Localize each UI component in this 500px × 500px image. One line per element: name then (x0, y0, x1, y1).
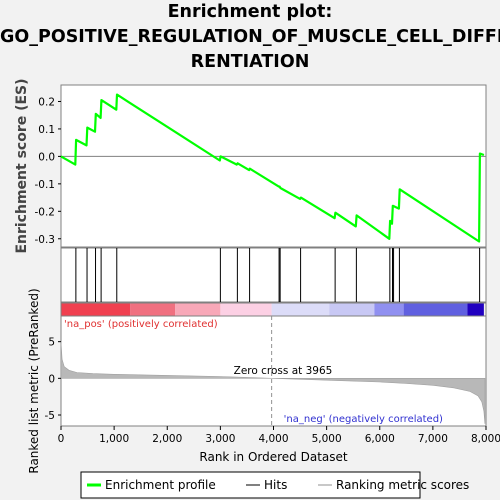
metric-y-tick-label: 0 (48, 373, 55, 385)
metric-y-tick-label: 5 (48, 337, 55, 349)
title-line-3: RENTIATION (190, 52, 310, 72)
x-tick-label: 8,000 (471, 433, 500, 445)
color-bar-segment (220, 303, 272, 316)
title-line-1: Enrichment plot: (167, 2, 333, 22)
x-tick-label: 3,000 (205, 433, 235, 445)
es-panel: -0.3 -0.2 -0.1 0.0 0.1 0.2 Enrichment score (E… (14, 78, 487, 254)
metric-plot-area (60, 315, 487, 427)
hits-area (60, 247, 487, 303)
color-bar-segment (130, 303, 176, 316)
color-bar-segment (61, 303, 131, 316)
color-bar-segment (329, 303, 375, 316)
pos-correlated-label: 'na_pos' (positively correlated) (64, 319, 218, 330)
x-tick-label: 0 (58, 433, 65, 445)
zero-cross-label: Zero cross at 3965 (234, 365, 333, 377)
es-plot-area (60, 84, 487, 248)
x-tick-label: 6,000 (365, 433, 395, 445)
enrichment-profile-line (60, 93, 485, 243)
x-axis-label: Rank in Ordered Dataset (199, 450, 347, 464)
es-y-tick-label: 0.1 (38, 124, 55, 136)
x-tick-label: 4,000 (258, 433, 288, 445)
color-bar-segment (175, 303, 221, 316)
color-bar-segment (374, 303, 404, 316)
x-tick-label: 2,000 (152, 433, 182, 445)
hits-panel (60, 247, 487, 303)
legend-label: Hits (264, 478, 287, 492)
x-tick-label: 1,000 (99, 433, 129, 445)
metric-y-axis-label: Ranked list metric (PreRanked) (27, 288, 41, 473)
legend: Enrichment profile Hits Ranking metric sco… (80, 471, 469, 499)
legend-label: Ranking metric scores (336, 478, 469, 492)
es-y-tick-label: -0.1 (35, 179, 56, 191)
ranking-metric-area (60, 341, 486, 424)
color-bar-segment (403, 303, 468, 316)
color-bar-segment (467, 303, 484, 316)
x-tick-label: 7,000 (418, 433, 448, 445)
x-tick-label: 5,000 (312, 433, 342, 445)
es-y-tick-label: 0.0 (38, 151, 55, 163)
color-bar-segment (271, 303, 330, 316)
es-y-tick-label: -0.2 (35, 206, 56, 218)
color-bar-panel (60, 302, 487, 317)
x-axis: 0 1,000 2,000 3,000 4,000 5,000 6,000 7,000 8,00… (58, 426, 500, 464)
es-y-tick-label: 0.2 (38, 96, 55, 108)
title-line-2: GO_POSITIVE_REGULATION_OF_MUSCLE_CELL_DI… (0, 27, 500, 47)
es-y-tick-label: -0.3 (35, 234, 56, 246)
legend-label: Enrichment profile (105, 478, 216, 492)
es-y-axis-label: Enrichment score (ES) (14, 78, 30, 253)
metric-y-tick-label: -5 (45, 410, 55, 422)
neg-correlated-label: 'na_neg' (negatively correlated) (284, 414, 443, 425)
chart-title: Enrichment plot: GO_POSITIVE_REGULATION_… (0, 0, 500, 75)
ranked-metric-panel: -505'na_pos' (positively correlated)Zero… (27, 288, 487, 474)
